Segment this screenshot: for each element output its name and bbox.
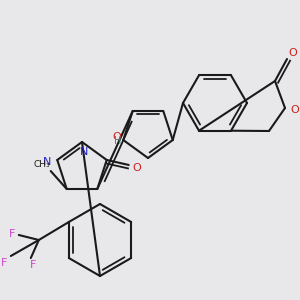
Text: CH₃: CH₃: [33, 160, 50, 169]
Text: F: F: [1, 258, 7, 268]
Text: F: F: [30, 260, 36, 270]
Text: O: O: [112, 132, 121, 142]
Text: H: H: [114, 136, 122, 146]
Text: O: O: [289, 48, 297, 58]
Text: N: N: [43, 157, 52, 167]
Text: F: F: [9, 229, 15, 239]
Text: N: N: [80, 147, 88, 157]
Text: O: O: [132, 163, 141, 173]
Text: O: O: [291, 105, 299, 115]
